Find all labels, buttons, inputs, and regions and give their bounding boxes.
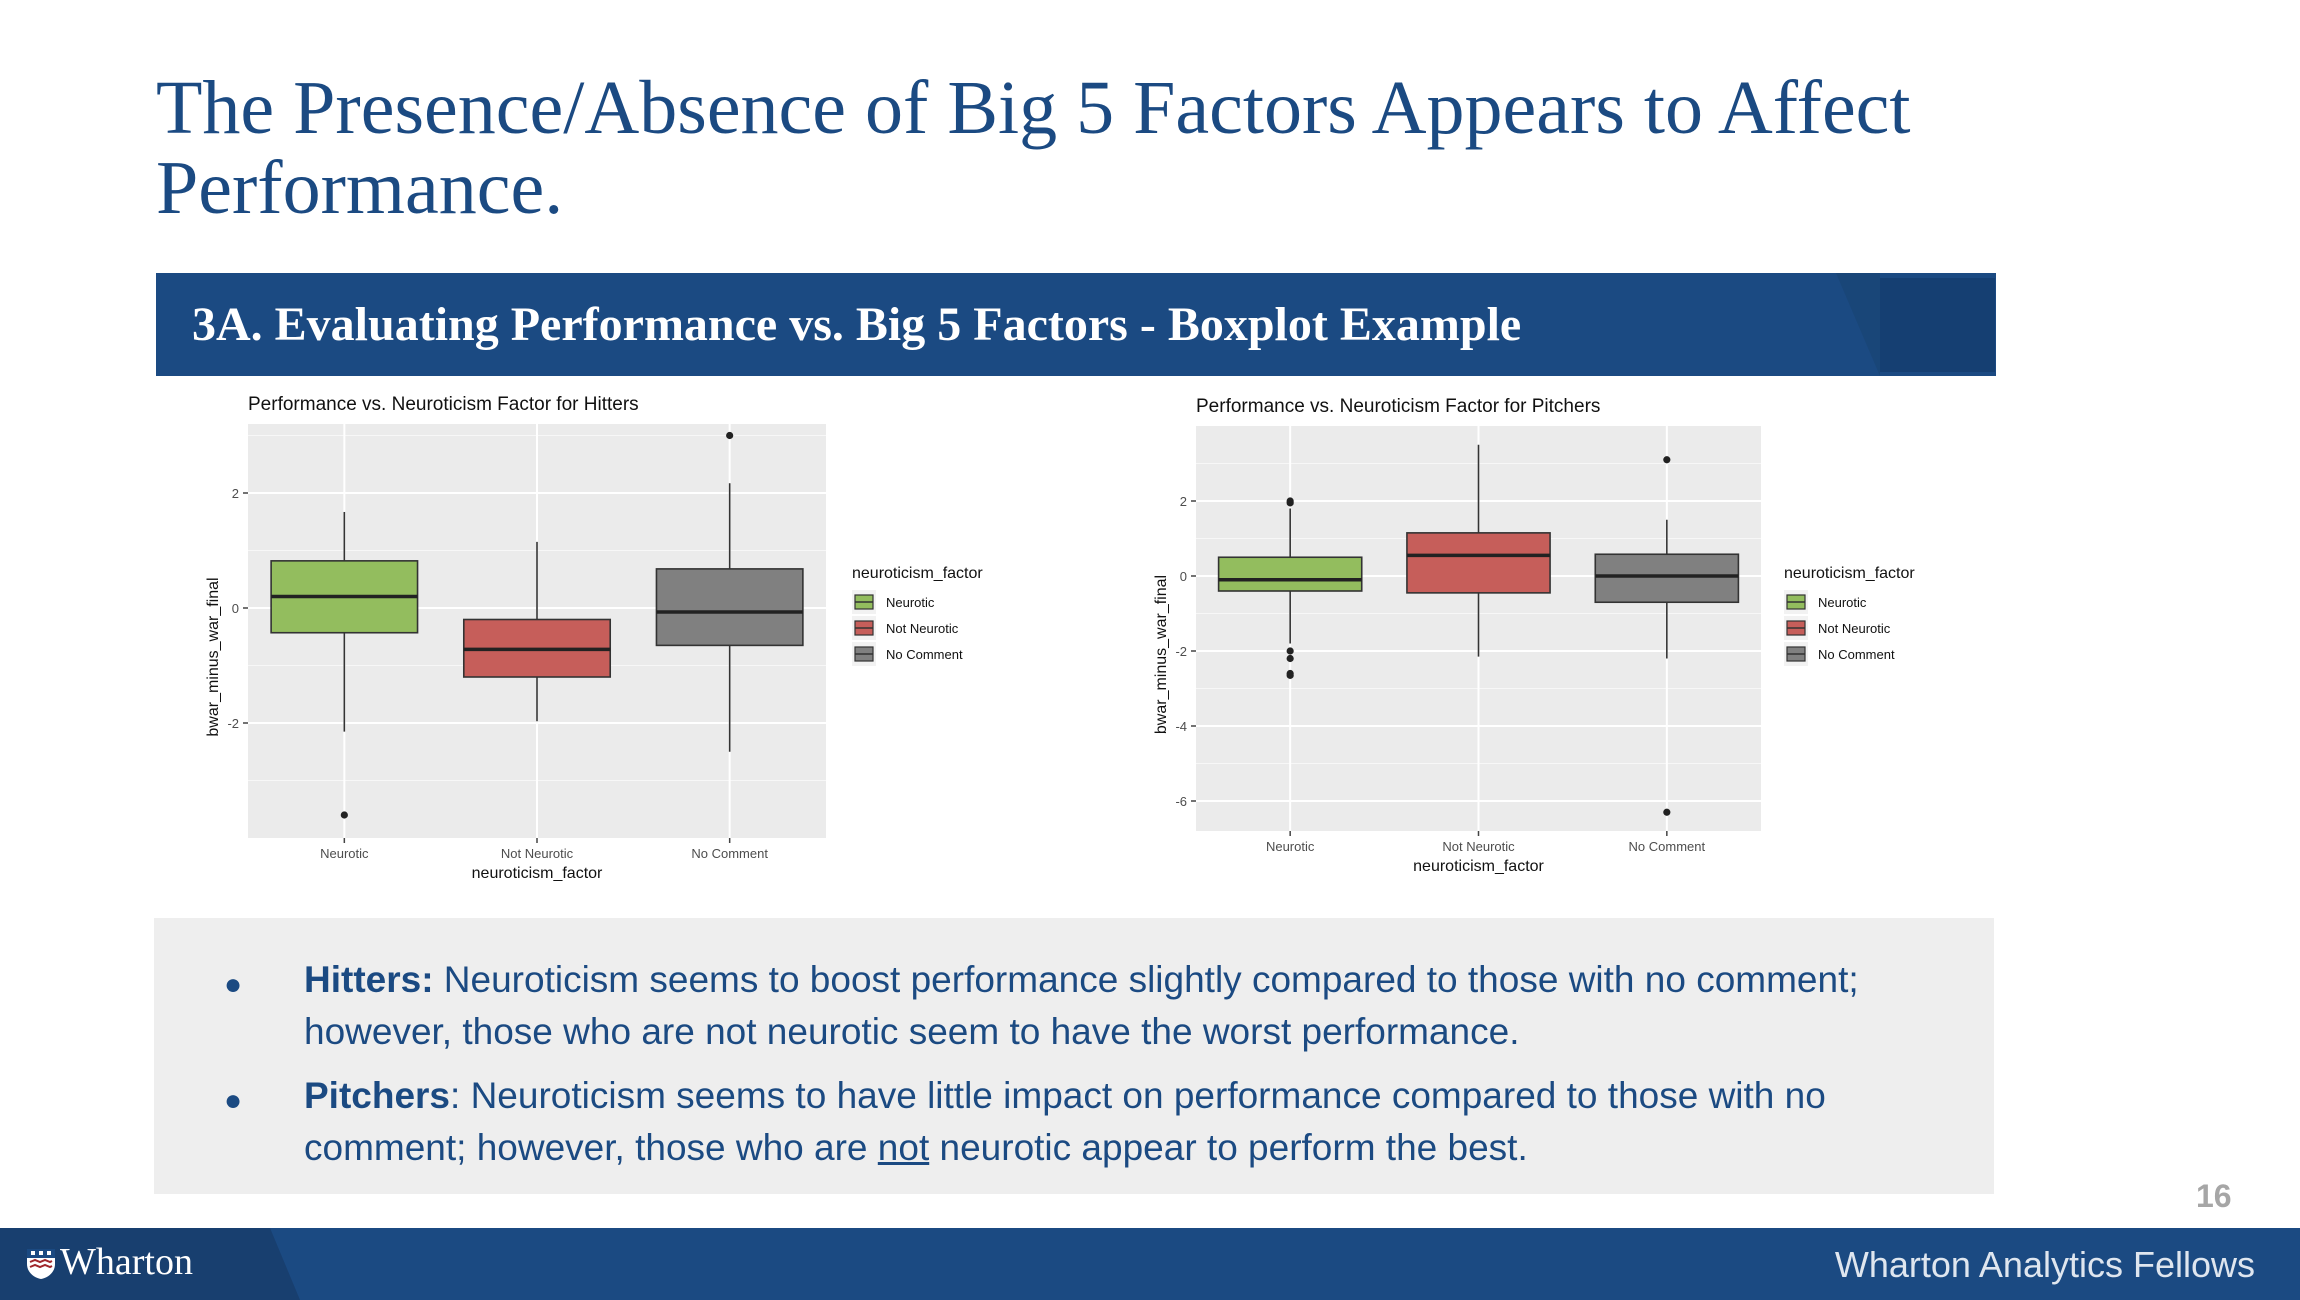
box-not-neurotic <box>1406 532 1551 594</box>
y-tick-label: -6 <box>1175 794 1187 809</box>
section-banner <box>156 273 1996 376</box>
note-text: Hitters: Neuroticism seems to boost perf… <box>304 954 1964 1058</box>
x-axis-label: neuroticism_factor <box>472 865 603 882</box>
box-neurotic <box>1217 556 1363 592</box>
slide-title: The Presence/Absence of Big 5 Factors Ap… <box>156 66 1911 230</box>
note-underlined-word: not <box>877 1127 930 1168</box>
x-tick-label: No Comment <box>691 846 768 861</box>
outlier-point <box>1663 456 1671 464</box>
wharton-shield-icon <box>27 1249 55 1279</box>
y-tick-label: 2 <box>1180 494 1187 509</box>
note-body-end: neurotic appear to perform the best. <box>929 1127 1528 1168</box>
wharton-logo-text: Wharton <box>60 1241 193 1283</box>
y-tick-label: 2 <box>232 486 239 501</box>
banner-wedge-decoration <box>1836 273 1880 376</box>
footer-brand-text: Wharton Analytics Fellows <box>1834 1244 2255 1285</box>
y-tick-label: -4 <box>1175 719 1187 734</box>
x-tick-label: Neurotic <box>320 846 369 861</box>
note-label: Pitchers <box>304 1075 451 1116</box>
outlier-point <box>1286 671 1294 679</box>
x-tick-label: Not Neurotic <box>501 846 574 861</box>
y-tick-label: -2 <box>227 716 239 731</box>
outlier-point <box>1286 647 1294 655</box>
outlier-point <box>1663 808 1671 816</box>
chart-title: Performance vs. Neuroticism Factor for P… <box>1196 396 1600 417</box>
banner-accent-decoration <box>1880 278 1995 372</box>
legend-label: Neurotic <box>1818 595 1867 610</box>
legend-label: Neurotic <box>886 595 935 610</box>
legend-label: Not Neurotic <box>1818 621 1891 636</box>
y-axis-label: bwar_minus_war_final <box>1153 575 1170 734</box>
note-label: Hitters: <box>304 959 434 1000</box>
note-body: : Neuroticism seems to have little impac… <box>304 1075 1826 1168</box>
x-tick-label: Not Neurotic <box>1442 839 1515 854</box>
outlier-point <box>726 431 734 440</box>
notes-panel: ● Hitters: Neuroticism seems to boost pe… <box>154 918 1994 1194</box>
bullet-icon: ● <box>224 968 243 1001</box>
page-number: 16 <box>2196 1178 2232 1214</box>
legend-label: No Comment <box>1818 647 1895 662</box>
x-tick-label: Neurotic <box>1266 839 1315 854</box>
y-tick-label: -2 <box>1175 644 1187 659</box>
legend-label: No Comment <box>886 647 963 662</box>
y-axis-label: bwar_minus_war_final <box>205 577 222 736</box>
section-header: 3A. Evaluating Performance vs. Big 5 Fac… <box>192 298 1522 351</box>
outlier-point <box>340 811 348 819</box>
y-tick-label: 0 <box>1180 569 1187 584</box>
x-axis-label: neuroticism_factor <box>1413 858 1544 875</box>
hitters-boxplot: Performance vs. Neuroticism Factor for H… <box>200 388 1020 888</box>
footer-bar: Wharton Wharton Analytics Fellows <box>0 1228 2300 1300</box>
footer-logo-area: Wharton <box>0 1228 300 1300</box>
legend-label: Not Neurotic <box>886 621 959 636</box>
chart-title: Performance vs. Neuroticism Factor for H… <box>248 394 639 415</box>
boxplot-svg: Performance vs. Neuroticism Factor for H… <box>205 394 983 882</box>
bullet-icon: ● <box>224 1084 243 1117</box>
note-text: Pitchers: Neuroticism seems to have litt… <box>304 1070 1964 1174</box>
legend-title: neuroticism_factor <box>852 565 983 582</box>
outlier-point <box>1286 654 1294 663</box>
pitchers-boxplot: Performance vs. Neuroticism Factor for P… <box>1148 388 1968 888</box>
note-body: Neuroticism seems to boost performance s… <box>304 959 1859 1052</box>
y-tick-label: 0 <box>232 601 239 616</box>
outlier-point <box>1286 497 1294 505</box>
box-no-comment <box>1594 553 1740 604</box>
x-tick-label: No Comment <box>1629 839 1706 854</box>
boxplot-svg: Performance vs. Neuroticism Factor for P… <box>1153 396 1915 875</box>
box-no-comment <box>655 568 804 647</box>
legend-title: neuroticism_factor <box>1784 565 1915 582</box>
